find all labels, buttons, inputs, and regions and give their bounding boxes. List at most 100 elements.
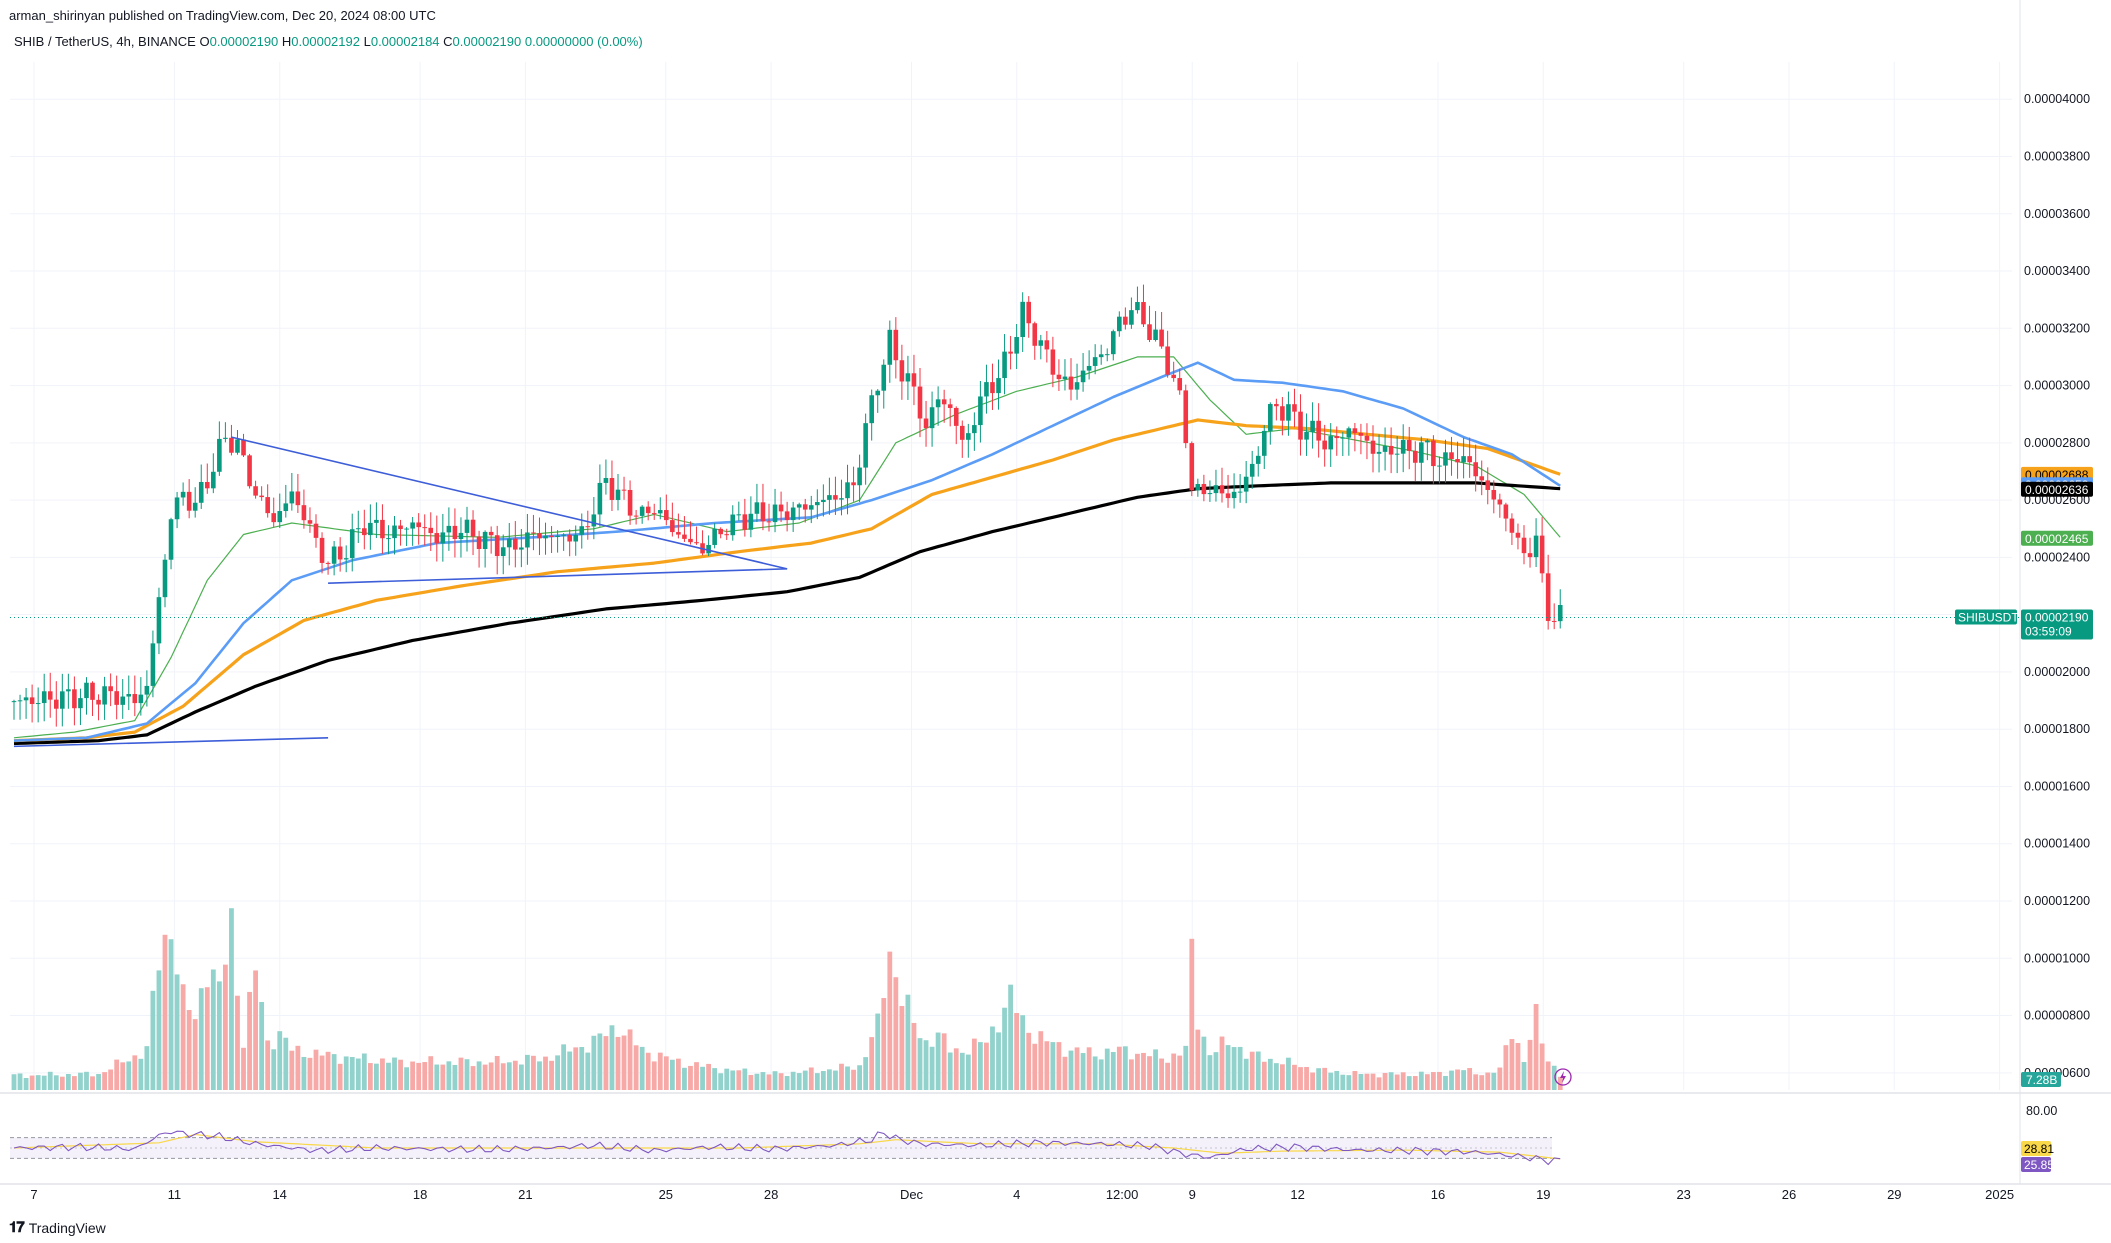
volume-bar bbox=[476, 1061, 482, 1090]
volume-bar bbox=[1557, 1076, 1563, 1090]
candle-body bbox=[664, 510, 669, 521]
candle-body bbox=[917, 386, 923, 419]
candle-body bbox=[1219, 485, 1225, 494]
candle-body bbox=[863, 423, 868, 468]
volume-bar bbox=[736, 1070, 742, 1090]
candle-body bbox=[790, 507, 796, 521]
volume-bar bbox=[1273, 1063, 1279, 1090]
change-value: 0.00000000 (0.00%) bbox=[524, 34, 643, 49]
candle-body bbox=[585, 526, 591, 528]
volume-bar bbox=[1141, 1052, 1146, 1090]
publisher-line: arman_shirinyan published on TradingView… bbox=[9, 8, 436, 23]
candle-body bbox=[168, 519, 174, 560]
volume-bar bbox=[84, 1071, 89, 1090]
volume-bar bbox=[1122, 1046, 1128, 1090]
volume-bar bbox=[1050, 1042, 1056, 1090]
candle-body bbox=[1515, 532, 1521, 538]
candle-body bbox=[1352, 428, 1358, 434]
candle-body bbox=[464, 519, 470, 533]
volume-bar bbox=[59, 1076, 65, 1090]
candle-body bbox=[108, 686, 113, 692]
volume-bar bbox=[712, 1068, 718, 1090]
volume-bar bbox=[778, 1073, 784, 1090]
candle-body bbox=[235, 439, 240, 453]
volume-bar bbox=[651, 1061, 657, 1090]
volume-bar bbox=[180, 984, 186, 1090]
volume-bar bbox=[210, 969, 216, 1090]
candle-body bbox=[531, 532, 536, 534]
candle-body bbox=[1086, 365, 1092, 371]
candle-body bbox=[1497, 499, 1503, 505]
high-value: 0.00002192 bbox=[291, 34, 360, 49]
volume-tag bbox=[2021, 1072, 2061, 1087]
candle-body bbox=[29, 697, 35, 704]
x-tick-label: 18 bbox=[413, 1187, 427, 1202]
candle-body bbox=[784, 511, 790, 521]
volume-bar bbox=[1110, 1052, 1116, 1090]
symbol-name[interactable]: SHIB / TetherUS, 4h, BINANCE bbox=[14, 34, 196, 49]
x-tick-label: 4 bbox=[1013, 1187, 1020, 1202]
candle-body bbox=[1165, 346, 1170, 375]
candle-body bbox=[1437, 465, 1442, 467]
volume-bar bbox=[1503, 1045, 1509, 1090]
tradingview-brand[interactable]: 𝟏𝟕 TradingView bbox=[9, 1219, 106, 1236]
candle-body bbox=[579, 526, 585, 535]
volume-bar bbox=[814, 1073, 820, 1090]
candle-body bbox=[162, 559, 168, 598]
candle-body bbox=[857, 467, 862, 486]
volume-bar bbox=[627, 1029, 633, 1090]
candle-body bbox=[1117, 316, 1122, 332]
volume-bar bbox=[1424, 1074, 1430, 1090]
lightning-icon-bolt bbox=[1560, 1071, 1566, 1083]
triangle-lower-trendline bbox=[328, 568, 788, 584]
volume-bar bbox=[90, 1076, 95, 1090]
rsi-tag bbox=[2021, 1157, 2051, 1172]
candle-body bbox=[17, 700, 23, 702]
y-tick-label: 0.00003000 bbox=[2024, 379, 2090, 393]
candle-body bbox=[422, 527, 428, 529]
candle-body bbox=[1419, 442, 1424, 463]
volume-bar bbox=[1304, 1066, 1309, 1090]
candle-body bbox=[887, 329, 893, 365]
volume-bar bbox=[706, 1063, 711, 1090]
volume-bar bbox=[1431, 1072, 1436, 1090]
volume-bar bbox=[78, 1072, 83, 1090]
candle-body bbox=[1467, 456, 1472, 463]
y-tick-label: 0.00002400 bbox=[2024, 550, 2090, 564]
close-value: 0.00002190 bbox=[452, 34, 522, 49]
volume-bar bbox=[585, 1052, 591, 1090]
volume-bar bbox=[102, 1072, 107, 1090]
volume-bar bbox=[929, 1046, 935, 1090]
candle-body bbox=[1171, 374, 1176, 379]
volume-bar bbox=[458, 1057, 464, 1090]
volume-bar bbox=[355, 1058, 361, 1090]
candle-body bbox=[778, 504, 784, 512]
volume-bar bbox=[772, 1071, 778, 1090]
candle-body bbox=[966, 433, 971, 440]
volume-bar bbox=[1135, 1053, 1140, 1090]
volume-bar bbox=[1014, 1013, 1020, 1090]
candle-body bbox=[1255, 455, 1261, 464]
volume-bar bbox=[887, 951, 893, 1090]
candle-body bbox=[404, 528, 409, 530]
candle-body bbox=[1310, 420, 1315, 432]
y-tick-label: 0.00002800 bbox=[2024, 436, 2090, 450]
x-tick-label: 9 bbox=[1189, 1187, 1196, 1202]
volume-bar bbox=[488, 1062, 494, 1090]
candle-body bbox=[289, 491, 295, 504]
volume-bar bbox=[1243, 1058, 1249, 1090]
rsi-upper-label: 80.00 bbox=[2026, 1104, 2057, 1118]
volume-bar bbox=[72, 1076, 77, 1090]
candle-body bbox=[827, 495, 832, 500]
open-value: 0.00002190 bbox=[209, 34, 279, 49]
volume-bar bbox=[1207, 1055, 1213, 1090]
candle-body bbox=[1521, 537, 1527, 554]
volume-bar bbox=[1189, 938, 1195, 1090]
volume-bar bbox=[1201, 1036, 1207, 1090]
x-tick-label: 12 bbox=[1290, 1187, 1304, 1202]
volume-bar bbox=[1551, 1065, 1557, 1090]
candle-body bbox=[446, 525, 452, 533]
candle-body bbox=[120, 696, 126, 705]
volume-bar bbox=[518, 1064, 524, 1090]
